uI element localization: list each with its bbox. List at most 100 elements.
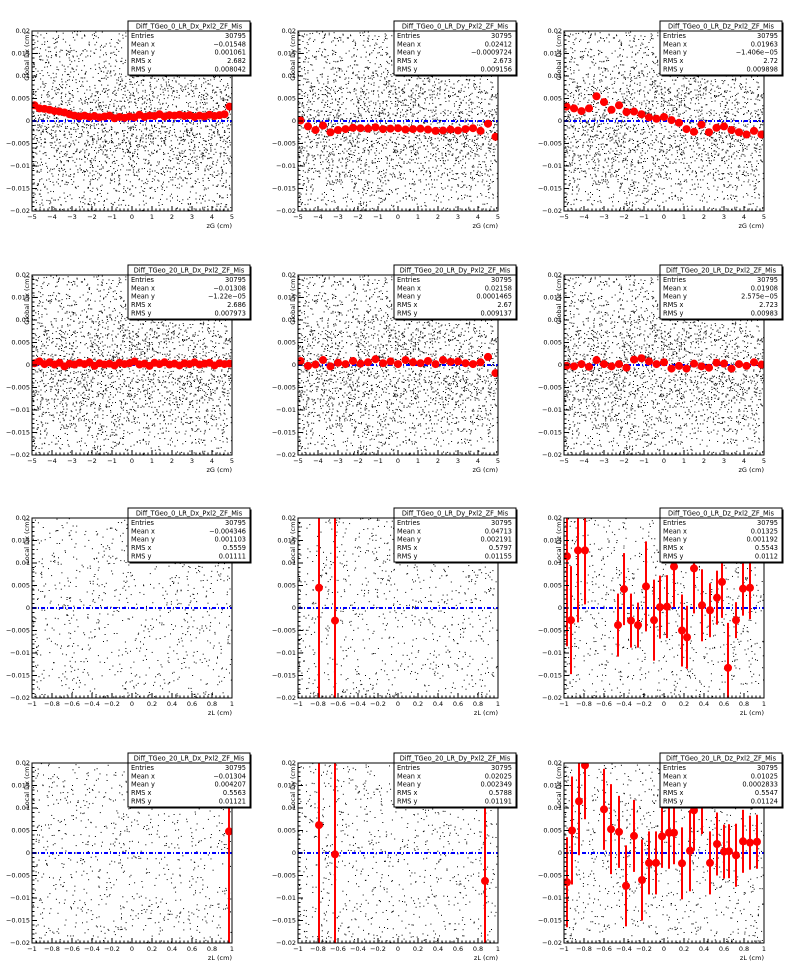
scatter-dot: [172, 158, 174, 160]
scatter-dot: [87, 142, 89, 144]
scatter-dot: [65, 41, 67, 43]
scatter-dot: [95, 68, 97, 70]
scatter-dot: [52, 72, 54, 74]
scatter-dot: [206, 102, 208, 104]
scatter-dot: [91, 158, 93, 160]
scatter-dot: [71, 198, 73, 200]
x-tick-label: −1: [107, 213, 117, 221]
scatter-dot: [118, 174, 120, 176]
scatter-dot: [58, 174, 59, 176]
scatter-dot: [66, 151, 68, 153]
scatter-dot: [46, 55, 47, 57]
scatter-dot: [354, 122, 356, 124]
scatter-dot: [168, 81, 169, 83]
scatter-dot: [369, 181, 371, 183]
scatter-dot: [209, 165, 211, 167]
scatter-dot: [104, 91, 106, 93]
scatter-dot: [166, 85, 168, 87]
scatter-dot: [441, 152, 443, 154]
scatter-dot: [337, 134, 339, 136]
scatter-dot: [203, 154, 205, 156]
scatter-dot: [36, 153, 38, 155]
stats-value: 30795: [225, 32, 246, 40]
scatter-dot: [320, 163, 322, 165]
scatter-dot: [168, 105, 169, 107]
scatter-dot: [357, 140, 358, 142]
scatter-dot: [203, 140, 205, 141]
scatter-dot: [327, 100, 329, 102]
scatter-dot: [51, 55, 53, 57]
scatter-dot: [75, 129, 77, 131]
scatter-dot: [335, 80, 337, 82]
scatter-dot: [185, 129, 187, 131]
scatter-dot: [37, 40, 39, 42]
scatter-dot: [159, 130, 161, 132]
scatter-dot: [98, 201, 100, 202]
scatter-dot: [200, 122, 201, 124]
scatter-dot: [157, 161, 159, 163]
scatter-dot: [366, 106, 368, 108]
scatter-dot: [411, 77, 413, 78]
scatter-dot: [176, 106, 177, 108]
scatter-dot: [379, 79, 381, 81]
scatter-dot: [215, 175, 217, 176]
scatter-dot: [405, 111, 407, 113]
scatter-dot: [141, 145, 143, 147]
scatter-dot: [110, 71, 112, 73]
scatter-dot: [90, 108, 92, 110]
scatter-dot: [327, 200, 329, 201]
scatter-dot: [71, 133, 73, 135]
y-tick-label: 0.015: [11, 50, 30, 58]
scatter-dot: [187, 170, 189, 172]
scatter-dot: [151, 124, 152, 126]
scatter-dot: [158, 204, 160, 206]
scatter-dot: [119, 81, 121, 82]
scatter-dot: [369, 53, 371, 55]
scatter-dot: [188, 135, 190, 137]
scatter-dot: [485, 164, 487, 166]
scatter-dot: [228, 159, 230, 161]
scatter-dot: [211, 145, 213, 146]
scatter-dot: [299, 150, 301, 152]
scatter-dot: [466, 78, 468, 80]
scatter-dot: [392, 172, 394, 174]
scatter-dot: [344, 148, 346, 150]
scatter-dot: [328, 117, 330, 119]
scatter-dot: [123, 138, 125, 140]
scatter-dot: [97, 172, 99, 174]
scatter-dot: [220, 146, 222, 148]
y-tick-label: 0.02: [16, 27, 30, 35]
scatter-dot: [78, 141, 80, 143]
scatter-dot: [486, 180, 488, 182]
scatter-dot: [95, 91, 97, 93]
scatter-dot: [99, 80, 101, 82]
scatter-dot: [306, 186, 307, 188]
scatter-dot: [406, 147, 408, 149]
scatter-dot: [54, 120, 56, 122]
scatter-dot: [134, 149, 136, 151]
scatter-dot: [374, 162, 376, 164]
scatter-dot: [165, 138, 167, 140]
scatter-dot: [50, 168, 52, 170]
scatter-dot: [229, 110, 230, 112]
scatter-dot: [227, 99, 229, 101]
scatter-dot: [173, 129, 175, 130]
scatter-dot: [481, 110, 483, 111]
scatter-dot: [386, 131, 387, 133]
scatter-dot: [415, 90, 417, 92]
scatter-dot: [328, 119, 330, 121]
scatter-dot: [449, 81, 451, 83]
scatter-dot: [71, 156, 73, 158]
scatter-dot: [313, 178, 315, 180]
scatter-dot: [44, 185, 46, 187]
scatter-dot: [59, 139, 61, 140]
scatter-dot: [67, 50, 69, 52]
scatter-dot: [195, 181, 197, 183]
scatter-dot: [413, 170, 414, 172]
scatter-dot: [153, 96, 155, 98]
scatter-dot: [353, 190, 355, 192]
scatter-dot: [364, 102, 366, 104]
scatter-dot: [424, 91, 426, 93]
scatter-dot: [310, 186, 312, 188]
scatter-dot: [62, 32, 64, 34]
